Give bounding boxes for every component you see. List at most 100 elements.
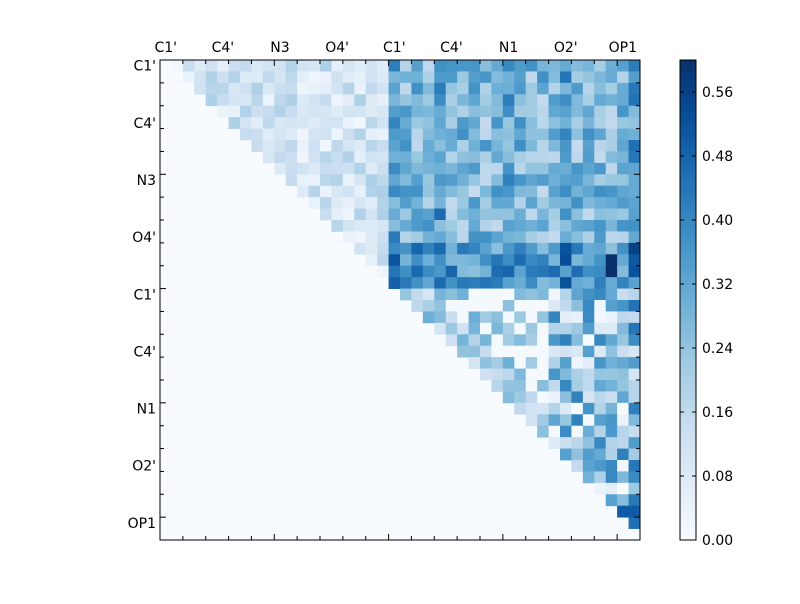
heatmap-cell [468,334,481,347]
heatmap-cell [297,151,309,164]
heatmap-cell [548,265,561,278]
heatmap-cell [537,425,549,438]
heatmap-cell [628,288,641,301]
heatmap-cell [274,71,287,84]
heatmap-cell [457,117,469,129]
heatmap-cell [548,231,561,244]
heatmap-cell [434,242,447,255]
heatmap-cell [434,322,447,335]
heatmap-cell [457,345,469,358]
heatmap-cell [308,174,321,187]
heatmap-cell [502,162,515,175]
heatmap-cell [617,82,629,95]
heatmap-cell [502,277,515,289]
heatmap-cell [320,128,332,141]
heatmap-cell [331,140,344,152]
heatmap-cell [594,265,607,278]
heatmap-cell [560,311,572,324]
heatmap-cell [571,151,584,164]
heatmap-cell [582,208,595,221]
y-tick-label: C4' [133,116,156,132]
heatmap-cell [560,265,572,278]
heatmap-cell [468,300,481,312]
heatmap-cell [605,300,618,312]
heatmap-cell [525,322,538,335]
heatmap-cell [411,197,424,209]
heatmap-cell [525,60,538,72]
heatmap-cell [514,185,527,198]
heatmap-cell [411,162,424,175]
heatmap-cell [400,82,412,95]
heatmap-cell [377,231,389,244]
heatmap-cell [548,105,561,118]
heatmap-cell [457,334,469,347]
heatmap-cell [377,151,389,164]
heatmap-cell [525,105,538,118]
heatmap-cell [411,71,424,84]
x-tick-label: N1 [499,40,518,56]
heatmap-cell [560,334,572,347]
heatmap-cell [182,71,195,84]
heatmap-cell [502,242,515,255]
heatmap-cell [571,425,584,438]
heatmap-cell [434,174,447,187]
heatmap-cell [411,242,424,255]
heatmap-cell [320,174,332,187]
heatmap-cell [422,117,435,129]
heatmap-cell [422,208,435,221]
heatmap-cell [422,311,435,324]
heatmap-cell [228,105,241,118]
heatmap-cell [377,71,389,84]
heatmap-cell [400,60,412,72]
heatmap-cell [525,277,538,289]
heatmap-cell [582,391,595,404]
x-tick-label: O2' [554,40,578,56]
heatmap-cell [514,71,527,84]
colorbar-tick-label: 0.56 [702,85,733,101]
heatmap-cell [445,254,458,267]
heatmap-cell [491,242,504,255]
heatmap-cell [628,505,641,518]
heatmap-cell [205,60,218,72]
heatmap-cell [582,174,595,187]
heatmap-cell [571,391,584,404]
heatmap-cell [468,254,481,267]
heatmap-cell [400,162,412,175]
heatmap-cell [457,162,469,175]
heatmap-cell [502,300,515,312]
heatmap-cell [560,220,572,232]
colorbar-tick-label: 0.16 [702,405,733,421]
heatmap-cell [331,71,344,84]
heatmap-cell [582,128,595,141]
heatmap-cell [628,242,641,255]
heatmap-cell [560,162,572,175]
heatmap-cell [194,60,207,72]
heatmap-cell [468,322,481,335]
heatmap-cell [365,174,378,187]
heatmap-cell [308,94,321,107]
heatmap-cell [445,117,458,129]
heatmap-cell [354,197,367,209]
plot-frame [159,59,641,541]
heatmap-cell [262,71,275,84]
heatmap-cell [605,82,618,95]
heatmap-cell [560,288,572,301]
heatmap-cell [480,242,492,255]
heatmap-cell [571,242,584,255]
heatmap-cell [605,94,618,107]
heatmap-cell [491,277,504,289]
heatmap-cell [582,448,595,461]
heatmap-cell [582,300,595,312]
heatmap-cell [365,71,378,84]
heatmap-cell [434,94,447,107]
heatmap-cell [457,60,469,72]
heatmap-cell [274,82,287,95]
heatmap-cell [480,94,492,107]
heatmap-cell [582,94,595,107]
heatmap-cell [491,71,504,84]
heatmap-cell [468,82,481,95]
heatmap-cell [594,174,607,187]
heatmap-cell [400,277,412,289]
heatmap-cell [308,185,321,198]
heatmap-cell [594,368,607,381]
